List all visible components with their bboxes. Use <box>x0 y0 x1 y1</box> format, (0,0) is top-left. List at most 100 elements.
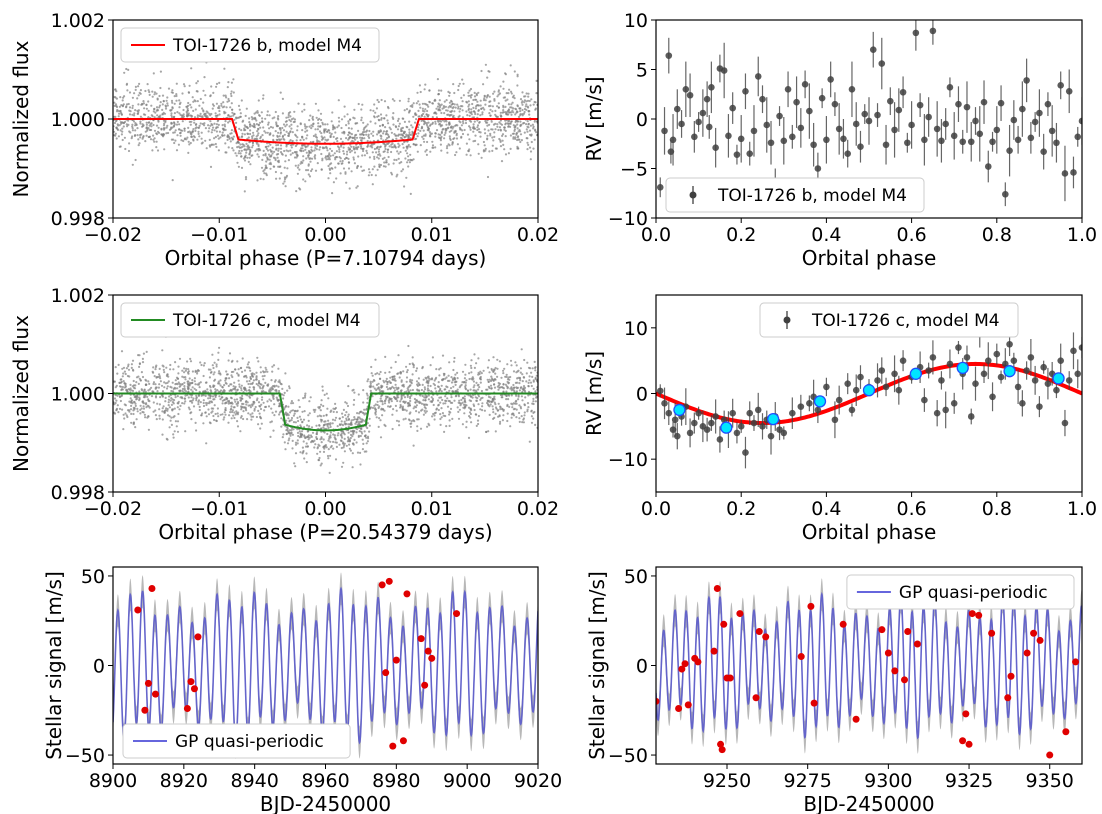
flux-point <box>314 146 317 150</box>
flux-point <box>218 81 221 84</box>
flux-point <box>166 102 169 105</box>
rv-point <box>827 76 834 83</box>
flux-point <box>360 116 363 119</box>
flux-point <box>186 360 189 363</box>
flux-point <box>184 400 187 403</box>
flux-point <box>228 136 231 139</box>
flux-point <box>121 375 124 378</box>
flux-point <box>467 394 470 397</box>
flux-point <box>334 406 337 410</box>
flux-point <box>273 414 276 417</box>
flux-point <box>250 418 253 421</box>
flux-point <box>329 154 332 157</box>
flux-point <box>161 94 165 97</box>
flux-point <box>448 101 451 104</box>
flux-point <box>492 408 495 411</box>
flux-point <box>208 384 212 388</box>
rv-point <box>874 111 881 119</box>
flux-point <box>186 107 189 110</box>
flux-point <box>377 100 380 104</box>
flux-point <box>277 165 280 168</box>
flux-point <box>487 129 490 132</box>
flux-point <box>452 114 455 117</box>
flux-point <box>181 387 184 391</box>
flux-point <box>252 131 255 134</box>
flux-point <box>253 117 256 120</box>
flux-point <box>401 384 404 387</box>
flux-point <box>396 150 399 153</box>
flux-point <box>263 374 266 377</box>
flux-point <box>142 405 145 408</box>
flux-point <box>210 400 213 403</box>
flux-point <box>453 399 456 402</box>
flux-point <box>469 416 472 419</box>
flux-point <box>116 123 119 126</box>
flux-point <box>387 405 390 408</box>
flux-point <box>472 110 476 113</box>
flux-point <box>374 373 377 376</box>
flux-point <box>133 134 136 137</box>
flux-point <box>256 130 259 133</box>
flux-point <box>271 365 274 368</box>
flux-point <box>173 123 176 126</box>
flux-point <box>417 100 420 103</box>
flux-point <box>528 99 531 103</box>
flux-point <box>306 424 309 427</box>
flux-point <box>500 123 504 126</box>
flux-point <box>336 126 339 129</box>
flux-point <box>383 402 387 405</box>
flux-point <box>366 401 369 404</box>
flux-point <box>152 138 155 141</box>
flux-point <box>484 147 487 150</box>
flux-point <box>266 131 269 134</box>
flux-point <box>189 132 192 135</box>
flux-point <box>277 385 280 388</box>
flux-point <box>519 98 523 101</box>
flux-point <box>136 410 139 413</box>
flux-point <box>524 390 527 393</box>
flux-point <box>478 130 481 134</box>
flux-point <box>337 162 340 165</box>
flux-point <box>301 410 304 413</box>
flux-point <box>328 131 331 134</box>
flux-point <box>147 116 150 119</box>
flux-point <box>469 388 472 391</box>
flux-point <box>506 412 509 415</box>
flux-point <box>223 134 226 137</box>
flux-point <box>124 372 127 376</box>
flux-point <box>421 367 424 370</box>
flux-point <box>212 385 215 388</box>
flux-point <box>422 112 425 115</box>
flux-point <box>380 390 383 393</box>
flux-point <box>122 103 125 106</box>
flux-point <box>223 67 226 70</box>
flux-point <box>409 105 412 108</box>
flux-point <box>240 384 243 387</box>
flux-point <box>214 388 217 391</box>
flux-point <box>421 109 425 112</box>
flux-point <box>137 85 140 88</box>
flux-point <box>344 172 347 175</box>
flux-point <box>397 117 400 120</box>
flux-point <box>114 401 117 405</box>
flux-point <box>154 383 157 386</box>
flux-point <box>353 151 357 154</box>
flux-point <box>164 107 168 110</box>
flux-point <box>416 150 419 153</box>
flux-point <box>388 371 391 374</box>
flux-point <box>230 405 233 408</box>
flux-point <box>458 126 461 129</box>
flux-point <box>294 134 298 137</box>
flux-point <box>460 124 463 127</box>
flux-point <box>169 368 172 371</box>
flux-point <box>175 94 178 98</box>
flux-point <box>131 129 134 132</box>
flux-point <box>509 90 513 93</box>
flux-point <box>519 379 522 382</box>
flux-point <box>170 423 173 426</box>
flux-point <box>166 96 169 99</box>
flux-point <box>484 99 487 102</box>
flux-point <box>398 99 401 102</box>
flux-point <box>116 404 119 407</box>
